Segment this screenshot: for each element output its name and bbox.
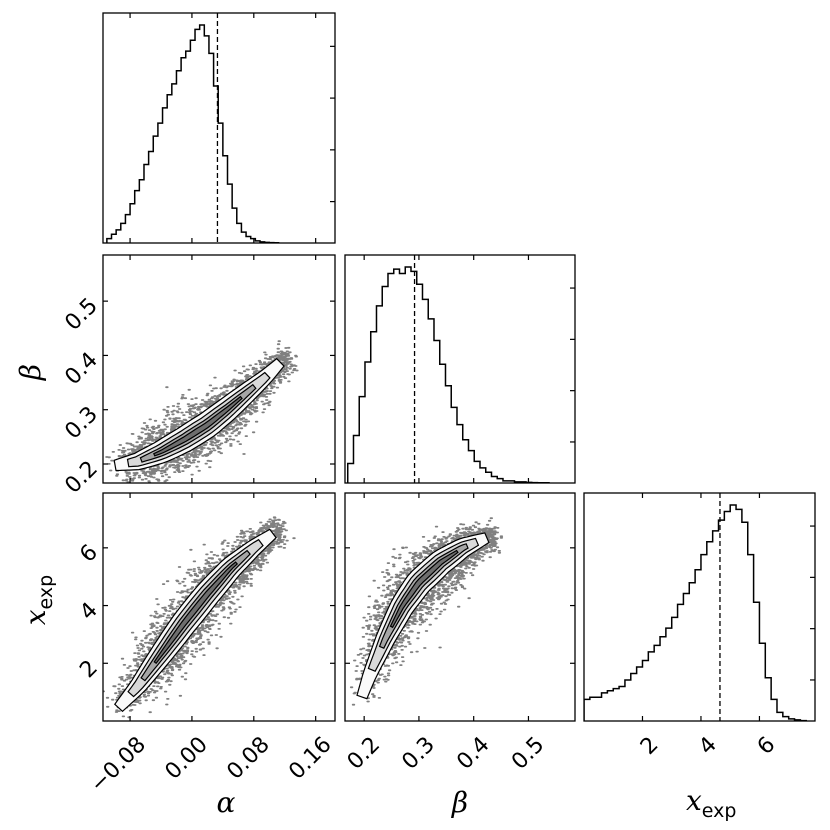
x-axis-label-beta: β [451, 786, 468, 819]
density-contour [153, 395, 243, 457]
y-axis-label-beta: β [14, 364, 47, 381]
x-tick-label: 0.2 [343, 732, 385, 774]
x-tick-label: 0.5 [507, 732, 549, 774]
scatter-frame-beta-x_exp [344, 492, 576, 722]
y-tick-label: 0.3 [60, 402, 102, 444]
x-tick-label: −0.08 [86, 732, 151, 797]
density-contour [126, 371, 271, 468]
x-tick-label: 0.4 [452, 732, 494, 774]
scatter-panel-alpha-beta [105, 340, 299, 483]
histogram-panel-alpha [102, 12, 336, 244]
y-tick-label: 0.4 [60, 348, 102, 390]
y-tick-label: 4 [75, 598, 103, 626]
x-tick-label: 4 [694, 732, 722, 760]
scatter-frame-alpha-beta [102, 254, 336, 484]
x-tick-label: 0.00 [161, 732, 213, 784]
density-contour [378, 543, 469, 649]
density-contour [139, 383, 257, 463]
histogram-alpha [106, 24, 280, 243]
histogram-panel-beta [344, 254, 576, 484]
x-tick-label: 0.08 [222, 732, 274, 784]
density-contour [367, 537, 480, 672]
x-tick-label: 0.3 [397, 732, 439, 774]
density-contour [113, 357, 285, 472]
y-tick-label: 6 [75, 540, 103, 568]
y-tick-label: 0.5 [60, 293, 102, 335]
x-axis-label-xexp: xexp [686, 784, 736, 822]
x-tick-label: 0.16 [284, 732, 336, 784]
histogram-beta [346, 266, 550, 483]
histogram-panel-x_exp [583, 492, 816, 722]
x-tick-label: 6 [753, 732, 781, 760]
scatter-frame-alpha-x_exp [102, 492, 336, 722]
y-axis-label-xexp: xexp [19, 575, 57, 625]
y-tick-label: 0.2 [60, 456, 102, 498]
histogram-x_exp [584, 504, 807, 721]
scatter-panel-alpha-x_exp [103, 516, 296, 719]
y-tick-label: 2 [75, 656, 103, 684]
density-contour [153, 561, 239, 665]
x-tick-label: 2 [636, 732, 664, 760]
density-contour [389, 549, 459, 629]
x-axis-label-alpha: α [217, 786, 236, 819]
scatter-panel-beta-x_exp [349, 517, 504, 706]
